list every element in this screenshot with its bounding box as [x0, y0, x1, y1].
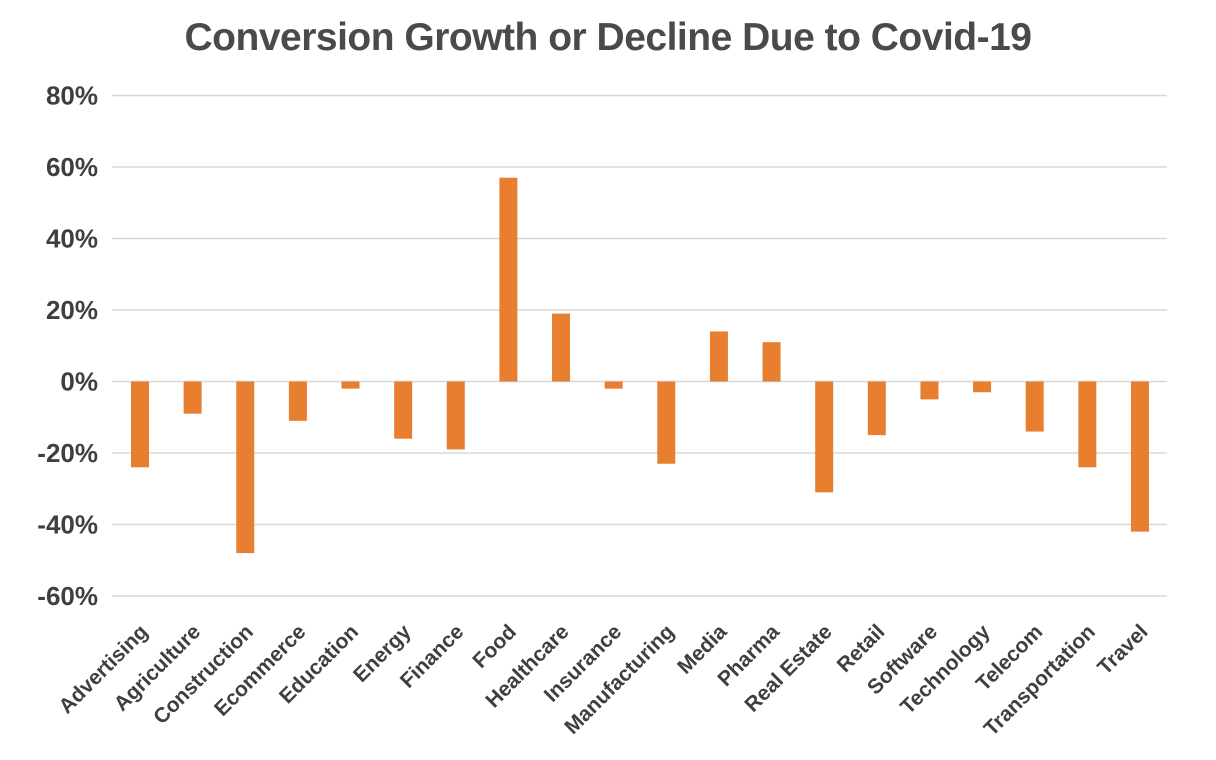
- y-axis-tick-label: -20%: [37, 438, 98, 468]
- bar-construction: [236, 381, 255, 554]
- bar-technology: [973, 381, 992, 393]
- bar-manufacturing: [657, 381, 676, 464]
- bar-advertising: [131, 381, 149, 468]
- bar-telecom: [1025, 381, 1044, 432]
- bar-real-estate: [815, 381, 834, 493]
- chart-title: Conversion Growth or Decline Due to Covi…: [184, 16, 1032, 59]
- y-axis-tick-label: -40%: [37, 510, 98, 540]
- bar-food: [499, 177, 518, 382]
- bar-energy: [394, 381, 413, 439]
- bar-ecommerce: [288, 381, 307, 421]
- y-axis-tick-label: 20%: [46, 295, 98, 325]
- bar-travel: [1130, 381, 1149, 532]
- bar-healthcare: [552, 313, 571, 382]
- bar-pharma: [762, 342, 781, 382]
- y-axis-tick-label: -60%: [37, 581, 98, 611]
- bar-media: [709, 331, 728, 382]
- bar-software: [920, 381, 939, 400]
- y-axis-tick-label: 60%: [46, 152, 98, 182]
- x-axis-label-travel: Travel: [1093, 620, 1152, 679]
- bar-finance: [446, 381, 465, 450]
- bar-education: [341, 381, 360, 389]
- bar-agriculture: [183, 381, 202, 414]
- y-axis-tick-label: 0%: [60, 367, 98, 397]
- y-axis-tick-label: 40%: [46, 224, 98, 254]
- bar-transportation: [1078, 381, 1097, 468]
- bar-insurance: [604, 381, 623, 389]
- y-axis-tick-label: 80%: [46, 81, 98, 111]
- bar-retail: [867, 381, 886, 436]
